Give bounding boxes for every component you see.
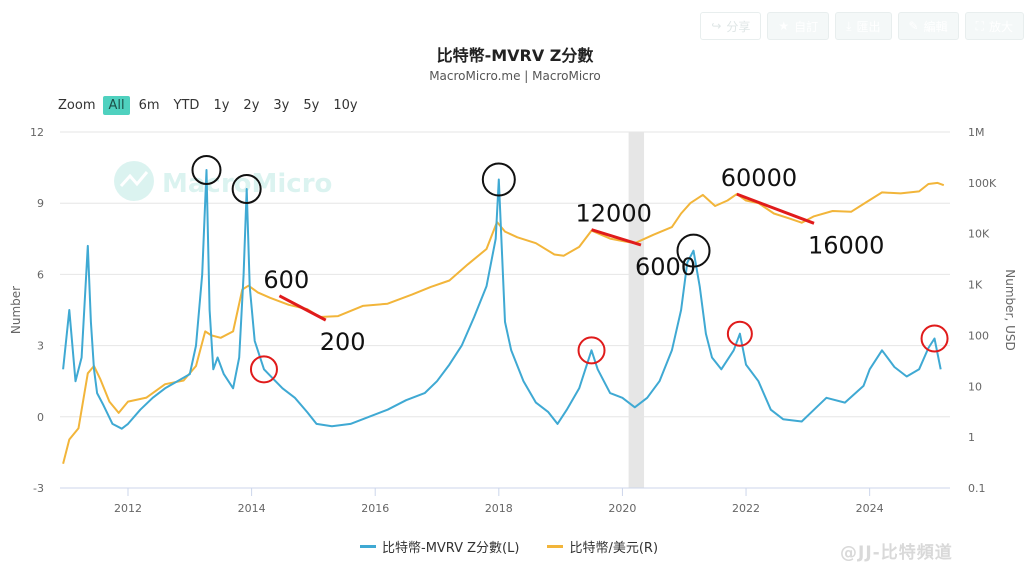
x-tick-label: 2018	[485, 502, 513, 515]
annotation-value-start: 12000	[576, 200, 652, 228]
range-option-6m[interactable]: 6m	[138, 98, 160, 113]
download-button[interactable]: ⤓ 匯出	[835, 12, 892, 40]
share-button[interactable]: ↪ 分享	[700, 12, 762, 40]
x-tick-label: 2012	[114, 502, 142, 515]
legend-item-price[interactable]: 比特幣/美元(R)	[547, 537, 658, 556]
chart-subtitle: MacroMicro.me | MacroMicro	[429, 69, 601, 83]
download-icon: ⤓	[846, 18, 852, 33]
annotation-drawdown-line	[736, 192, 815, 225]
legend-swatch-price	[547, 545, 564, 548]
pencil-button[interactable]: ✎ 編輯	[897, 12, 959, 40]
annotation-circle-black	[231, 173, 262, 204]
x-tick-label: 2016	[361, 502, 389, 515]
range-option-5y[interactable]: 5y	[303, 98, 320, 113]
x-tick-label: 2022	[732, 502, 760, 515]
y-right-axis-title: Number, USD	[1003, 269, 1017, 350]
y-left-tick: 0	[37, 411, 44, 424]
chart-toolbar: ↪ 分享 ★ 自訂 ⤓ 匯出 ✎ 編輯 ⛶ 放大	[700, 12, 1024, 40]
annotation-circle-red	[249, 355, 278, 384]
annotation-drawdown-line	[278, 294, 327, 322]
toolbar-button-label: 匯出	[856, 19, 881, 34]
range-option-2y[interactable]: 2y	[243, 98, 260, 113]
y-right-tick: 100	[968, 329, 989, 342]
y-left-axis-title: Number	[9, 286, 23, 334]
annotation-value-end: 16000	[808, 231, 884, 259]
expand-icon: ⛶	[975, 18, 984, 33]
annotation-drawdown-line	[591, 228, 642, 247]
range-option-10y[interactable]: 10y	[333, 98, 358, 113]
x-tick-label: 2020	[608, 502, 636, 515]
logo-mark-line	[119, 171, 149, 188]
x-tick-label: 2014	[238, 502, 266, 515]
y-left-tick: -3	[33, 482, 44, 495]
range-option-3y[interactable]: 3y	[273, 98, 290, 113]
y-right-tick: 1M	[968, 126, 985, 139]
post-watermark: @JJ-比特頻道	[840, 543, 953, 563]
macromicro-logo: MacroMicro	[114, 161, 332, 201]
annotation-circle-red	[577, 336, 606, 365]
share-icon: ↪	[711, 19, 722, 33]
y-right-tick: 100K	[968, 177, 997, 190]
chart-legend: 比特幣-MVRV Z分數(L) 比特幣/美元(R)	[360, 537, 658, 556]
range-option-ytd[interactable]: YTD	[173, 98, 200, 113]
annotation-circle-black	[191, 154, 222, 185]
pencil-icon: ✎	[908, 19, 919, 33]
toolbar-button-label: 編輯	[923, 19, 948, 34]
zoom-label: Zoom	[58, 98, 96, 113]
range-option-1y[interactable]: 1y	[213, 98, 230, 113]
annotation-circle-red	[920, 324, 949, 353]
toolbar-button-label: 分享	[726, 19, 751, 34]
expand-button[interactable]: ⛶ 放大	[964, 12, 1024, 40]
legend-item-mvrv[interactable]: 比特幣-MVRV Z分數(L)	[360, 537, 519, 556]
legend-label-price: 比特幣/美元(R)	[569, 541, 659, 556]
star-button[interactable]: ★ 自訂	[767, 12, 830, 40]
shaded-period	[628, 132, 645, 488]
y-left-tick: 3	[37, 340, 44, 353]
y-left-tick: 9	[37, 197, 44, 210]
series-price-line	[62, 181, 945, 464]
y-right-tick: 10K	[968, 228, 990, 241]
toolbar-button-label: 自訂	[794, 19, 819, 34]
range-selector: Zoom All 6m YTD 1y 2y 3y 5y 10y	[58, 96, 363, 115]
x-tick-label: 2024	[856, 502, 884, 515]
toolbar-button-label: 放大	[988, 19, 1013, 34]
annotation-circle-black	[481, 162, 516, 197]
series-mvrv-line	[62, 169, 942, 430]
annotation-value-end: 200	[320, 328, 366, 356]
logo-mark	[114, 161, 154, 201]
star-icon: ★	[778, 19, 790, 33]
annotation-circle-red	[726, 320, 753, 347]
legend-swatch-mvrv	[360, 545, 376, 548]
y-right-tick: 0.1	[968, 482, 986, 495]
range-option-all[interactable]: All	[103, 96, 130, 115]
annotation-circle-black	[676, 233, 711, 268]
annotation-value-start: 60000	[721, 164, 797, 192]
y-left-tick: 12	[30, 126, 44, 139]
y-left-tick: 6	[37, 268, 44, 281]
annotation-value-end: 6000	[635, 253, 696, 281]
chart-title: 比特幣-MVRV Z分數	[436, 46, 594, 65]
annotation-value-start: 600	[263, 266, 309, 294]
y-right-tick: 1	[968, 431, 975, 444]
y-right-tick: 1K	[968, 279, 983, 292]
y-right-tick: 10	[968, 380, 982, 393]
legend-label-mvrv: 比特幣-MVRV Z分數(L)	[382, 541, 520, 556]
